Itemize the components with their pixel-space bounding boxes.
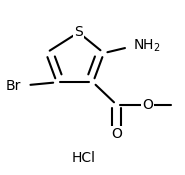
Text: O: O: [111, 127, 122, 141]
Text: S: S: [74, 25, 83, 39]
Text: O: O: [142, 98, 153, 112]
Text: HCl: HCl: [72, 151, 96, 165]
Text: Br: Br: [5, 79, 21, 93]
Text: NH$_2$: NH$_2$: [133, 38, 161, 54]
